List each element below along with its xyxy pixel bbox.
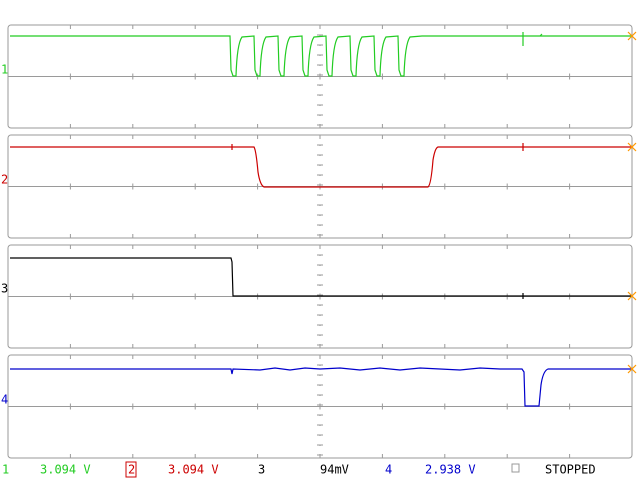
- status-channel: 4: [385, 463, 392, 477]
- status-channel: 3: [258, 463, 265, 477]
- status-reading: 94mV: [320, 463, 349, 477]
- trigger-marker: [627, 291, 637, 301]
- channel-1-trace: [10, 32, 632, 77]
- status-icon: [511, 463, 520, 473]
- channel-marker: 1: [1, 63, 8, 77]
- channel-2-trace: [10, 143, 632, 188]
- status-reading: 3.094 V: [168, 463, 219, 477]
- status-bar: 1 3.094 V 2 3.094 V 3 94mV 4 2.938 V STO…: [2, 461, 596, 478]
- traces: [10, 32, 632, 407]
- channel-markers: 1 2 3 4: [1, 63, 8, 407]
- status-channel: 2: [128, 463, 135, 477]
- trigger-marker: [627, 364, 637, 374]
- trigger-markers: [627, 31, 637, 374]
- status-state: STOPPED: [545, 463, 596, 477]
- panels: [7, 24, 633, 459]
- status-channel: 1: [2, 463, 9, 477]
- trigger-marker: [627, 31, 637, 41]
- channel-marker: 3: [1, 282, 8, 296]
- channel-4-trace: [10, 367, 632, 407]
- channel-3-trace: [10, 257, 632, 299]
- status-reading: 3.094 V: [40, 463, 91, 477]
- status-reading: 2.938 V: [425, 463, 476, 477]
- channel-marker: 4: [1, 393, 8, 407]
- trigger-marker: [627, 142, 637, 152]
- channel-marker: 2: [1, 173, 8, 187]
- channel-box: [125, 461, 137, 478]
